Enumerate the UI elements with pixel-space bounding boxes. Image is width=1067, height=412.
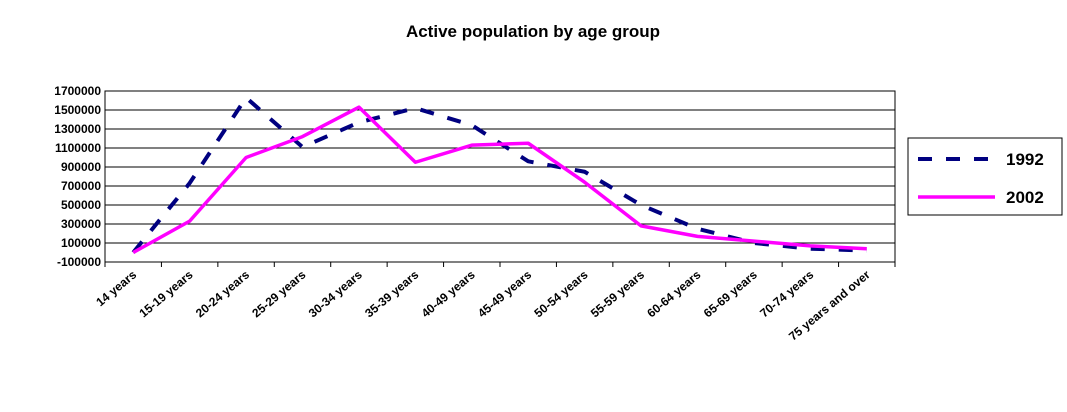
plot-border xyxy=(104,90,896,263)
x-tick-label: 45-49 years xyxy=(475,267,534,320)
x-tick-label: 25-29 years xyxy=(249,267,308,320)
series-line xyxy=(132,105,867,255)
x-tick-label: 35-39 years xyxy=(362,267,421,320)
x-tick-label: 70-74 years xyxy=(757,267,816,320)
y-tick-label: 700000 xyxy=(61,179,101,193)
y-tick-label: 1300000 xyxy=(54,122,101,136)
series-line xyxy=(131,95,867,254)
y-tick-label: 900000 xyxy=(61,160,101,174)
x-tick-label: 40-49 years xyxy=(419,267,478,320)
legend-label: 1992 xyxy=(1006,150,1044,169)
legend-box xyxy=(907,137,1063,216)
y-tick-label: 300000 xyxy=(61,217,101,231)
chart-title: Active population by age group xyxy=(406,22,660,41)
x-tick-label: 14 years xyxy=(93,267,139,309)
y-tick-label: 100000 xyxy=(61,236,101,250)
y-tick-label: -100000 xyxy=(57,255,101,269)
x-tick-label: 65-69 years xyxy=(701,267,760,320)
y-tick-label: 1500000 xyxy=(54,103,101,117)
x-tick-label: 50-54 years xyxy=(531,267,590,320)
y-tick-label: 500000 xyxy=(61,198,101,212)
x-tick-label: 60-64 years xyxy=(644,267,703,320)
x-tick-label: 15-19 years xyxy=(136,267,195,320)
legend-label: 2002 xyxy=(1006,188,1044,207)
y-tick-label: 1100000 xyxy=(55,141,101,155)
y-tick-label: 1700000 xyxy=(54,84,101,98)
x-tick-label: 30-34 years xyxy=(306,267,365,320)
x-tick-label: 55-59 years xyxy=(588,267,647,320)
x-tick-label: 20-24 years xyxy=(193,267,252,320)
